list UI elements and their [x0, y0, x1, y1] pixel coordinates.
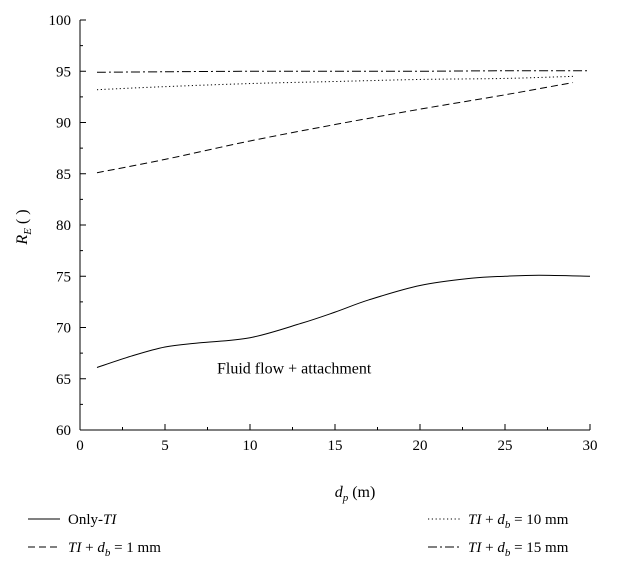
- y-tick-label: 70: [56, 321, 71, 337]
- legend-item-ti-db-1mm: TI + db = 1 mm: [28, 540, 161, 559]
- series-lines: [96, 70, 591, 368]
- y-axis-label-sub: E: [22, 228, 34, 236]
- x-tick-label: 20: [413, 438, 428, 454]
- x-axis-label: dp (m): [335, 484, 376, 504]
- y-tick-label: 85: [56, 167, 71, 183]
- annotation: Fluid flow + attachment: [217, 361, 372, 378]
- x-ticks: 0 5 10 15 20 25 30: [76, 424, 598, 454]
- y-tick-label: 80: [56, 218, 71, 234]
- x-axis-label-unit: (m): [348, 484, 375, 501]
- legend-item-ti-db-15mm: TI + db = 15 mm: [428, 540, 569, 559]
- legend-label: TI + db = 15 mm: [468, 540, 569, 559]
- y-axis-label-main: R: [14, 235, 31, 246]
- y-tick-label: 65: [56, 372, 71, 388]
- legend-label: TI + db = 1 mm: [68, 540, 161, 559]
- series-ti-db-1mm: [96, 82, 574, 174]
- y-tick-label: 90: [56, 116, 71, 132]
- legend-item-ti-db-10mm: TI + db = 10 mm: [428, 512, 569, 531]
- legend-label: Only-TI: [68, 512, 117, 528]
- x-tick-label: 25: [498, 438, 513, 454]
- series-ti-db-10mm: [96, 75, 574, 91]
- y-tick-label: 75: [56, 269, 71, 285]
- y-tick-label: 100: [49, 13, 72, 29]
- y-axis-label-unit: ( ): [14, 209, 31, 228]
- legend: Only-TI TI + db = 1 mm TI + db = 10 mm TI +…: [28, 512, 569, 559]
- y-tick-label: 60: [56, 423, 71, 439]
- series-only-ti: [96, 274, 591, 368]
- x-axis-label-main: d: [335, 484, 344, 501]
- x-tick-label: 30: [583, 438, 598, 454]
- legend-label: TI + db = 10 mm: [468, 512, 569, 531]
- x-tick-label: 10: [243, 438, 258, 454]
- x-axis-label-sub: p: [342, 492, 349, 504]
- y-axis-label: RE ( ): [14, 209, 34, 245]
- x-tick-label: 5: [161, 438, 169, 454]
- x-tick-label: 0: [76, 438, 84, 454]
- series-ti-db-15mm: [96, 70, 591, 73]
- x-tick-label: 15: [328, 438, 343, 454]
- legend-item-only-ti: Only-TI: [28, 512, 117, 528]
- y-ticks: 60 65 70 75 80 85 90 95 100: [49, 13, 86, 439]
- y-tick-label: 95: [56, 64, 71, 80]
